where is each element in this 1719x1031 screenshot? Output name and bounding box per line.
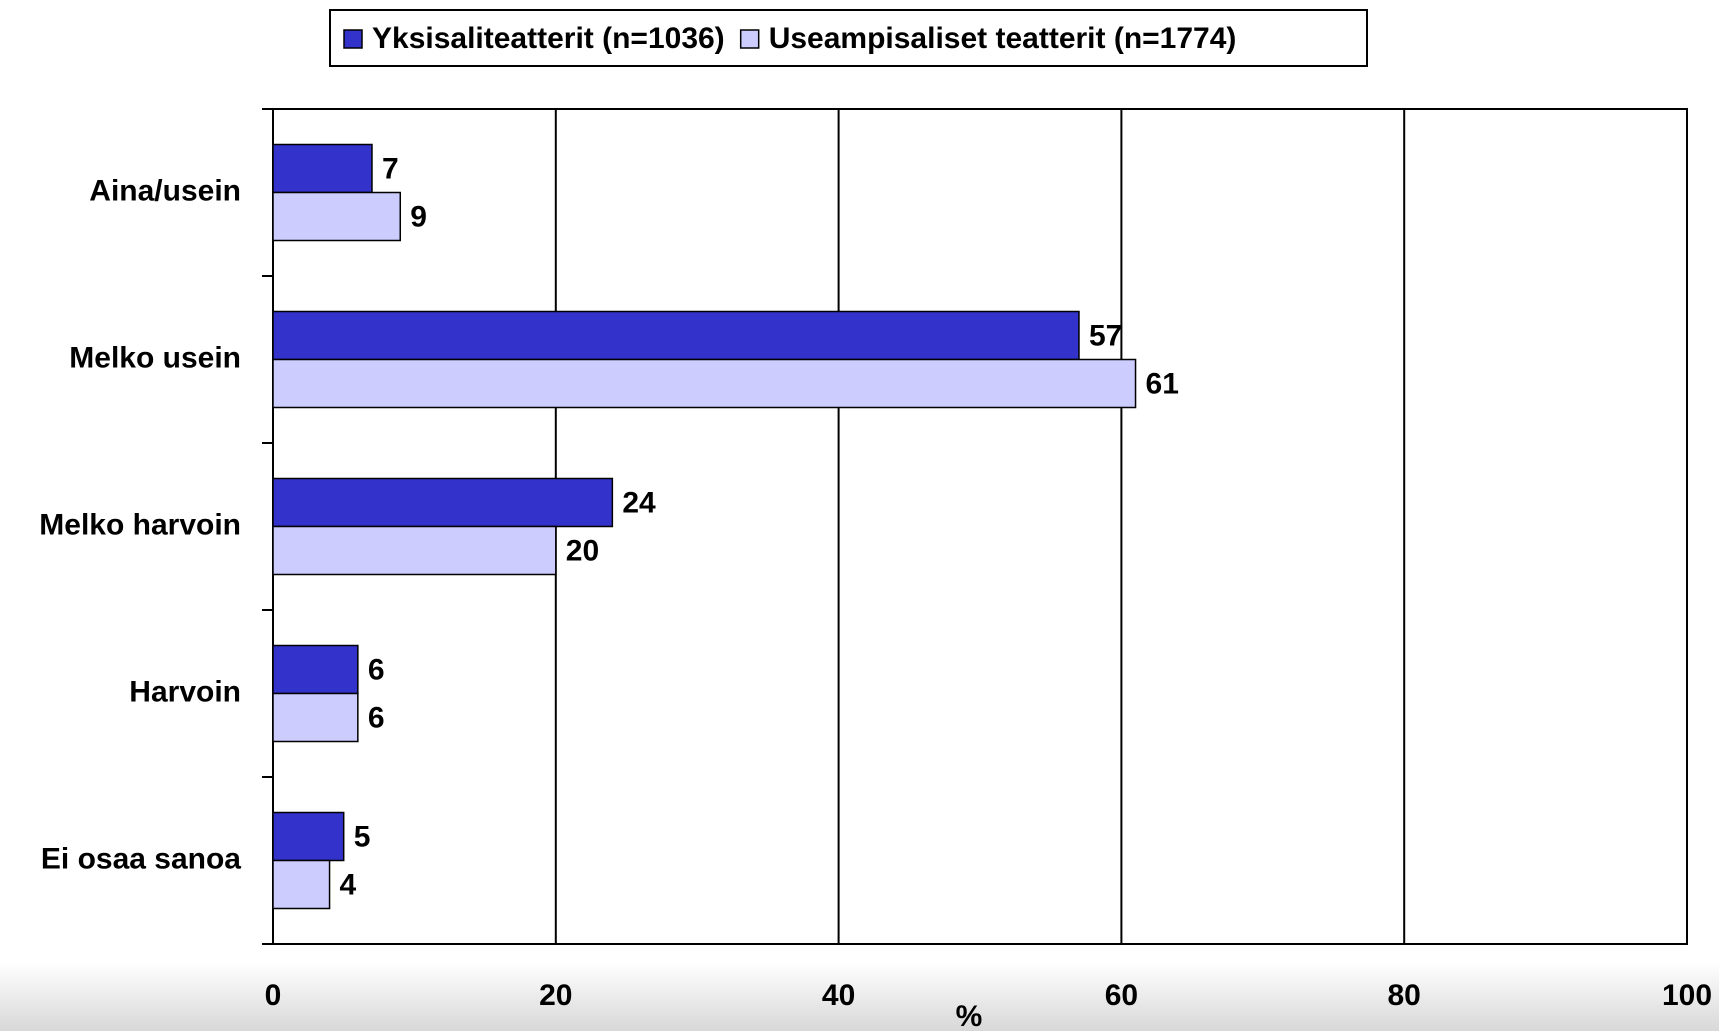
data-label: 9 <box>410 200 427 233</box>
y-tick-label: Harvoin <box>129 675 241 708</box>
bar <box>272 310 1080 361</box>
data-label: 61 <box>1146 367 1179 400</box>
x-tick-label: 80 <box>1388 979 1421 1012</box>
bar <box>272 477 614 528</box>
data-label: 5 <box>354 820 371 853</box>
legend-swatch <box>739 29 760 49</box>
y-tick-label: Melko usein <box>69 341 241 374</box>
data-label: 4 <box>340 868 357 901</box>
y-tick-label: Ei osaa sanoa <box>41 842 241 875</box>
bar <box>272 358 1137 409</box>
data-label: 7 <box>382 152 399 185</box>
x-tick-label: 40 <box>822 979 855 1012</box>
data-label: 57 <box>1089 319 1122 352</box>
y-tick-label: Aina/usein <box>89 174 241 207</box>
legend-label: Useampisaliset teatterit (n=1774) <box>769 22 1237 55</box>
x-tick-label: 100 <box>1662 979 1712 1012</box>
x-axis-label: % <box>956 1000 983 1031</box>
data-label: 6 <box>368 653 385 686</box>
legend-box <box>329 9 1368 67</box>
bar <box>272 859 331 910</box>
bar <box>272 692 359 743</box>
x-tick-label: 60 <box>1105 979 1138 1012</box>
footer-band <box>0 962 1719 1031</box>
x-tick-label: 20 <box>539 979 572 1012</box>
legend-swatch <box>343 29 363 49</box>
bar <box>272 644 359 695</box>
bar <box>272 191 402 242</box>
bar <box>272 143 373 194</box>
bar <box>272 811 345 862</box>
y-tick-label: Melko harvoin <box>39 508 241 541</box>
data-label: 20 <box>566 534 599 567</box>
legend-label: Yksisaliteatterit (n=1036) <box>372 22 725 55</box>
data-label: 24 <box>622 486 656 519</box>
data-label: 6 <box>368 701 385 734</box>
bar <box>272 525 557 576</box>
x-tick-label: 0 <box>265 979 282 1012</box>
